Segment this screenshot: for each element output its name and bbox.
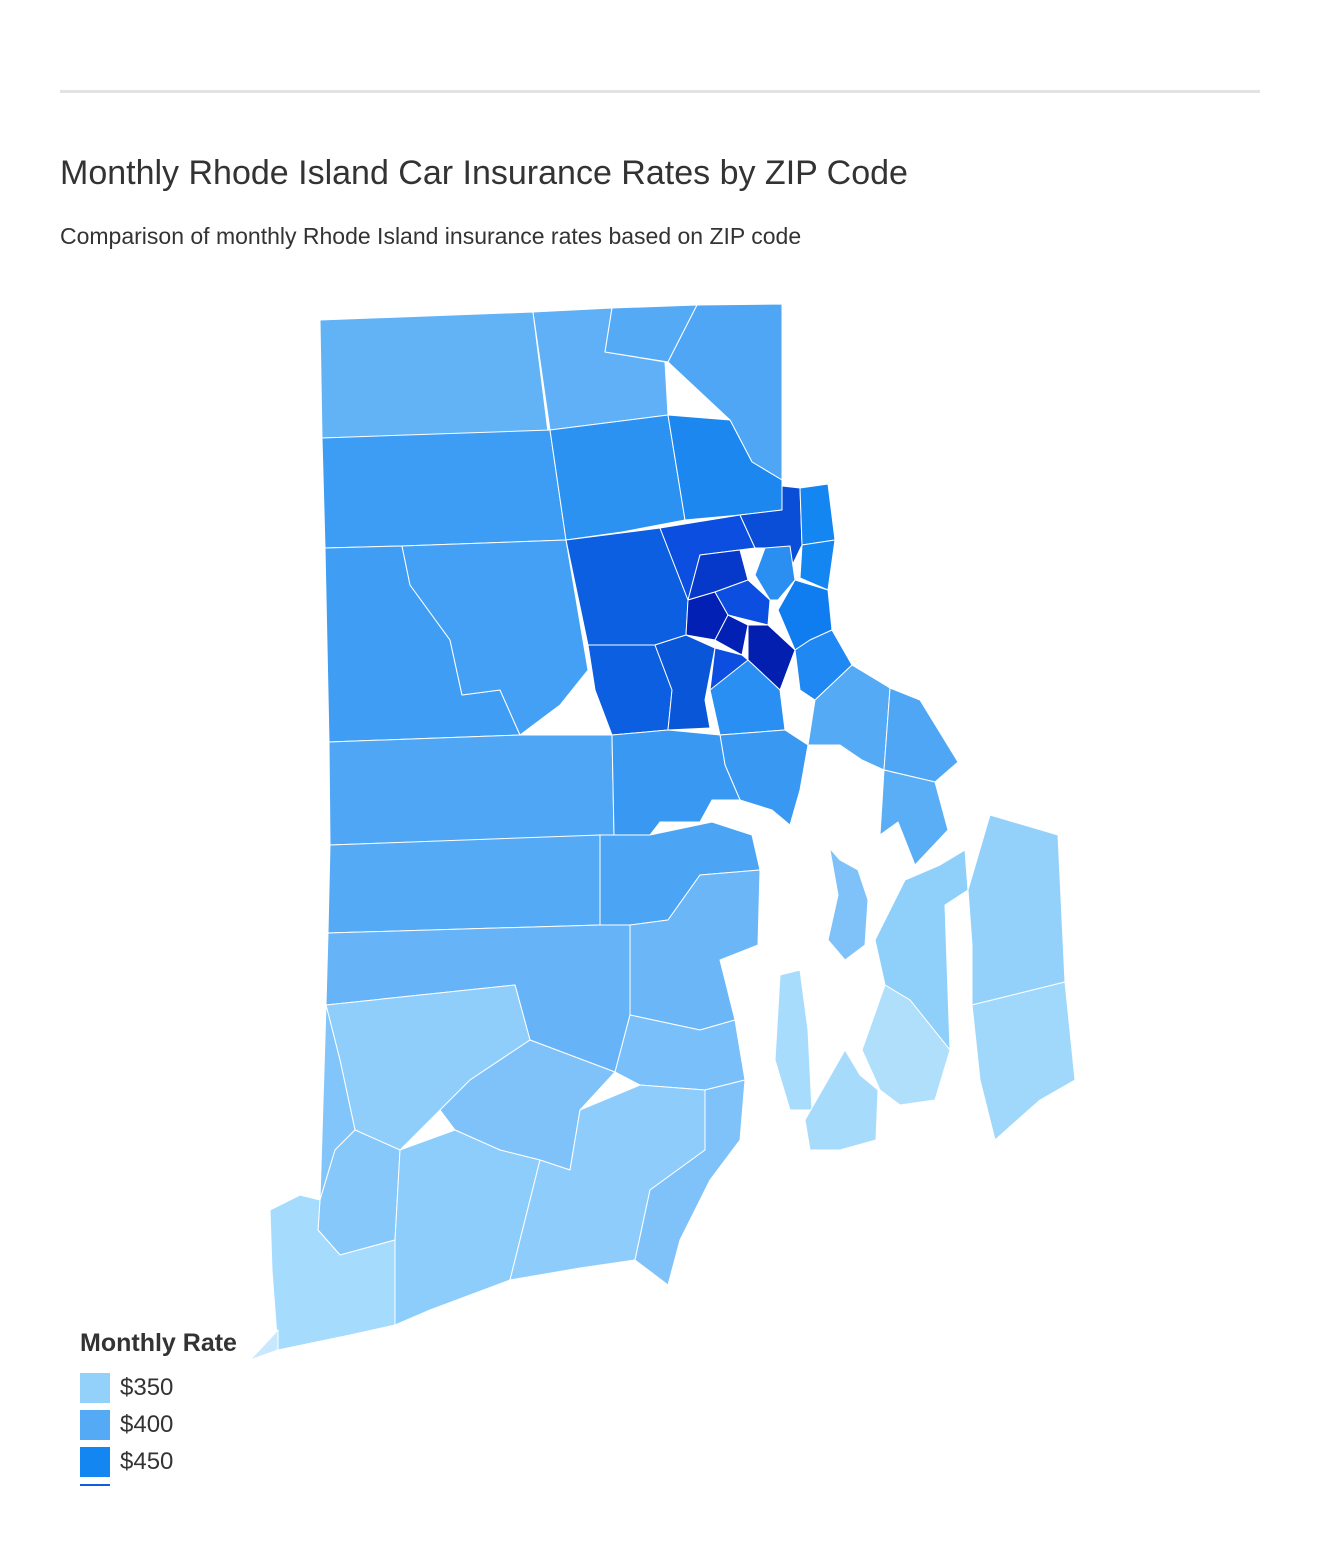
legend-label: $400 [120,1411,174,1438]
zip-region[interactable] [249,1329,279,1361]
zip-region[interactable] [774,969,813,1111]
zip-region[interactable] [804,1049,879,1151]
zip-region[interactable] [549,414,686,541]
legend: Monthly Rate $350 $400 $450 [80,1328,380,1486]
zip-region[interactable] [817,834,869,961]
zip-region[interactable] [611,729,741,836]
zip-region[interactable] [799,483,836,546]
zip-region[interactable] [709,659,786,736]
zip-region[interactable] [747,624,796,691]
legend-label: $450 [120,1448,174,1475]
legend-item-500 [80,1481,380,1486]
legend-swatch [80,1447,110,1477]
zip-region[interactable] [394,1129,541,1326]
zip-region[interactable] [321,429,567,549]
legend-item-450: $450 [80,1444,380,1480]
zip-region[interactable] [327,834,601,934]
legend-swatch [80,1373,110,1403]
top-divider [60,90,1260,93]
legend-swatch [80,1484,110,1486]
zip-region[interactable] [319,311,549,439]
legend-swatch [80,1410,110,1440]
page-title: Monthly Rhode Island Car Insurance Rates… [60,154,908,192]
zip-region[interactable] [754,545,796,601]
legend-item-350: $350 [80,1370,380,1406]
zip-region[interactable] [714,579,771,626]
legend-item-400: $400 [80,1407,380,1443]
zip-region[interactable] [587,644,673,736]
zip-region[interactable] [883,687,959,783]
zip-region[interactable] [328,734,615,846]
zip-region[interactable] [967,814,1066,1006]
zip-region[interactable] [719,729,809,826]
zip-region[interactable] [269,1194,396,1351]
zip-region[interactable] [401,539,589,736]
page-subtitle: Comparison of monthly Rhode Island insur… [60,223,802,249]
zip-region[interactable] [654,634,716,731]
legend-title: Monthly Rate [80,1329,237,1357]
zip-region[interactable] [807,664,891,771]
zip-region[interactable] [634,1079,746,1286]
zip-region[interactable] [879,769,949,866]
zip-region[interactable] [861,984,951,1106]
zip-regions [249,303,1076,1361]
zip-region[interactable] [614,1014,746,1091]
legend-label: $350 [120,1374,174,1401]
zip-region[interactable] [971,981,1076,1141]
zip-region[interactable] [799,539,836,591]
